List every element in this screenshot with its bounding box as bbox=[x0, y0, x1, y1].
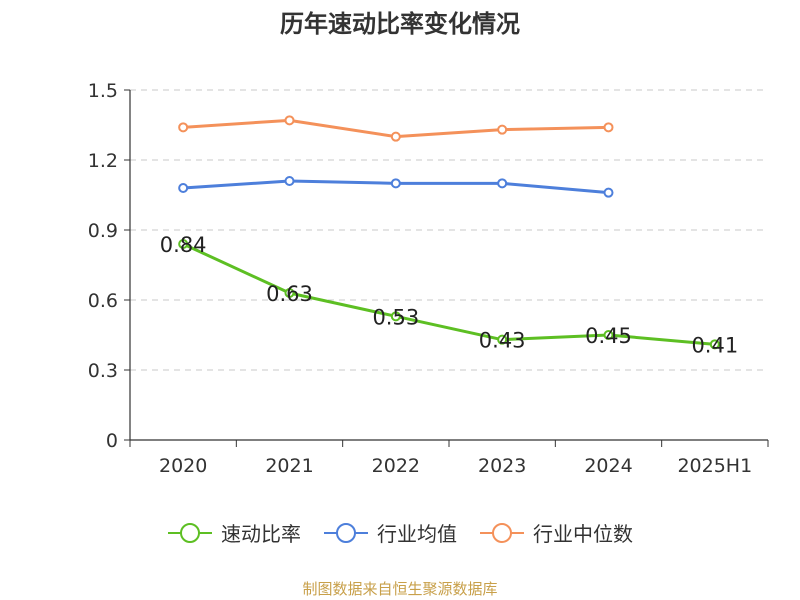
data-point bbox=[390, 311, 401, 322]
data-point bbox=[603, 122, 614, 133]
data-label: 0.45 bbox=[585, 324, 632, 348]
legend-marker-icon bbox=[324, 522, 368, 543]
y-tick-label: 0.9 bbox=[88, 220, 118, 242]
data-point bbox=[603, 187, 614, 198]
x-tick-label: 2025H1 bbox=[677, 455, 752, 477]
legend-label: 速动比率 bbox=[221, 522, 301, 546]
series-line bbox=[182, 242, 715, 346]
data-point bbox=[178, 239, 189, 249]
legend-item[interactable]: 行业中位数 bbox=[479, 518, 633, 547]
data-label: 0.41 bbox=[691, 333, 738, 357]
data-point bbox=[709, 339, 720, 350]
data-point bbox=[178, 183, 189, 193]
series-lines bbox=[178, 115, 720, 350]
grid-lines bbox=[130, 89, 768, 371]
y-tick-label: 1.2 bbox=[88, 150, 118, 172]
data-point bbox=[178, 122, 189, 133]
legend-marker-icon bbox=[168, 522, 212, 543]
data-point bbox=[390, 131, 401, 142]
legend: 速动比率 行业均值 行业中位数 bbox=[0, 518, 800, 547]
x-tick-label: 2021 bbox=[265, 455, 313, 477]
legend-item[interactable]: 行业均值 bbox=[323, 518, 457, 547]
chart-title: 历年速动比率变化情况 bbox=[280, 10, 520, 38]
x-tick-label: 2022 bbox=[372, 455, 420, 477]
legend-label: 行业均值 bbox=[377, 522, 457, 546]
data-point bbox=[497, 334, 508, 345]
y-tick-label: 1.5 bbox=[88, 80, 118, 102]
legend-item[interactable]: 速动比率 bbox=[167, 518, 301, 547]
data-label: 0.84 bbox=[160, 233, 207, 257]
data-point bbox=[390, 178, 401, 189]
data-point bbox=[284, 176, 295, 186]
data-point bbox=[603, 330, 614, 340]
data-point bbox=[284, 115, 295, 126]
data-point bbox=[497, 178, 508, 189]
x-tick-label: 2024 bbox=[584, 455, 632, 477]
x-tick-label: 2023 bbox=[478, 455, 526, 477]
data-label: 0.63 bbox=[266, 282, 313, 306]
data-point bbox=[284, 288, 295, 298]
y-tick-label: 0.3 bbox=[88, 360, 118, 382]
y-tick-label: 0 bbox=[106, 430, 118, 452]
source-note: 制图数据来自恒生聚源数据库 bbox=[302, 580, 498, 598]
legend-marker-icon bbox=[480, 522, 524, 543]
x-tick-label: 2020 bbox=[159, 455, 207, 477]
legend-label: 行业中位数 bbox=[533, 522, 633, 546]
data-label: 0.43 bbox=[479, 329, 526, 353]
data-point bbox=[497, 124, 508, 135]
data-labels: 0.84 0.63 0.53 0.43 0.45 0.41 bbox=[160, 233, 738, 357]
data-label: 0.53 bbox=[372, 305, 419, 329]
axes: 0 0.3 0.6 0.9 1.2 1.5 2020 2021 2022 2023 2024 2025… bbox=[88, 80, 769, 477]
y-tick-label: 0.6 bbox=[88, 290, 118, 312]
